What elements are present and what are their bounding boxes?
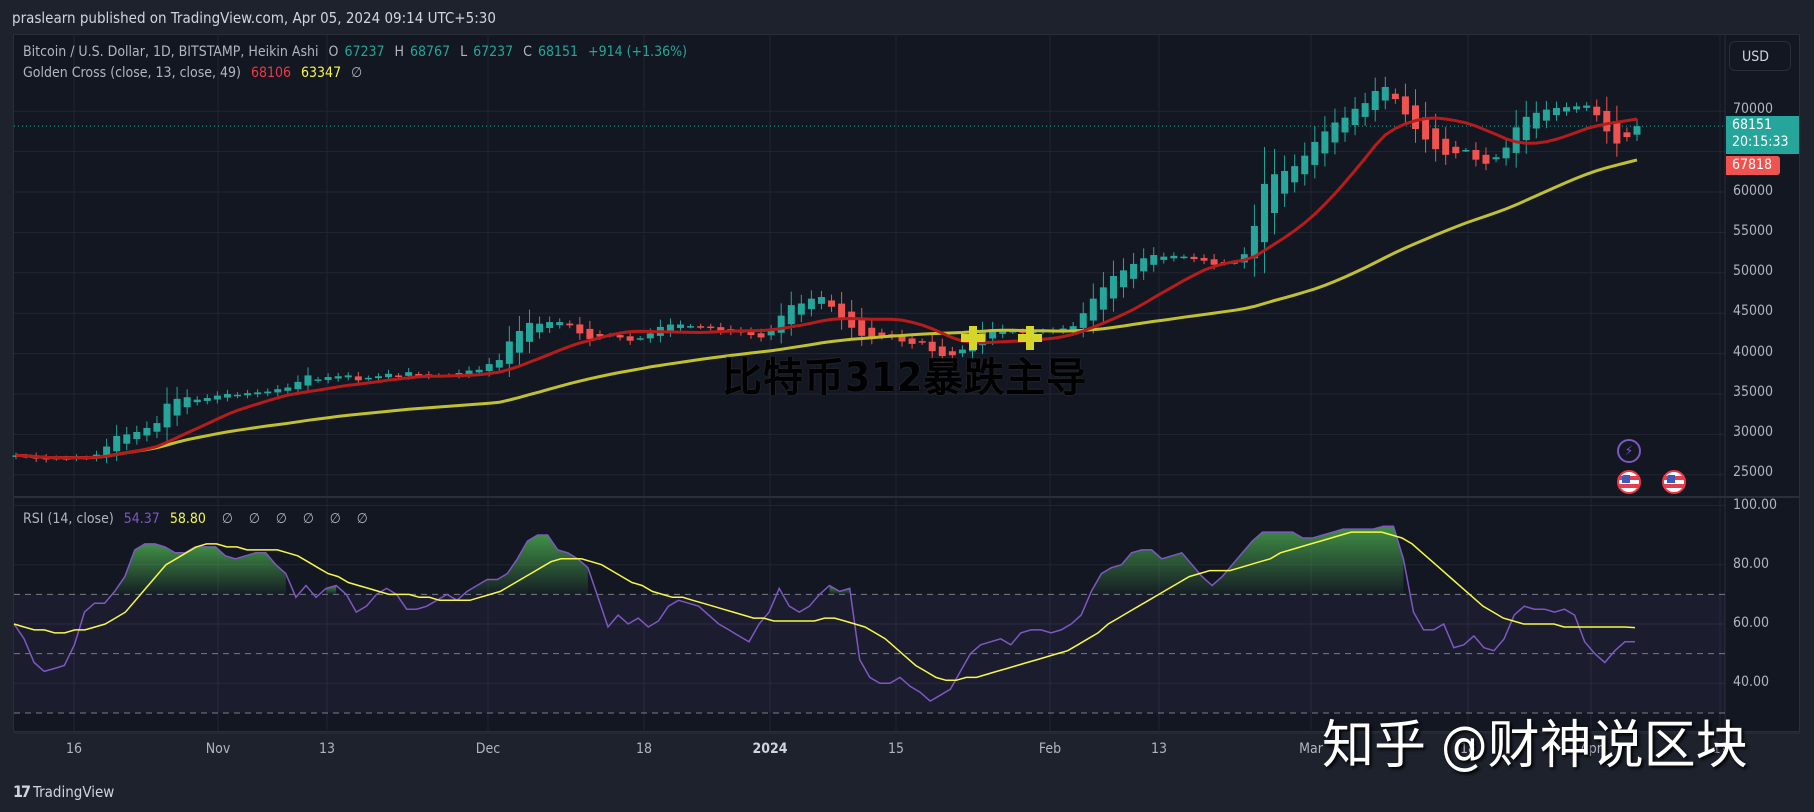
price-tick: 40000 (1733, 344, 1774, 360)
rsi-ma-value: 58.80 (169, 511, 206, 527)
watermark: 知乎 @财神说区块 (1322, 716, 1748, 776)
price-tick: 45000 (1733, 303, 1774, 319)
time-tick: Apr (1580, 741, 1602, 757)
time-tick: 13 (1150, 741, 1168, 757)
publish-line: praslearn published on TradingView.com, … (12, 9, 496, 27)
overlay-title: 比特币312暴跌主导 (722, 355, 1088, 401)
symbol-legend: Bitcoin / U.S. Dollar, 1D, BITSTAMP, Hei… (23, 44, 693, 60)
price-change: +914 (+1.36%) (588, 44, 688, 60)
empty-value-icon: ∅ (356, 511, 368, 527)
empty-value-icon: ∅ (248, 511, 260, 527)
empty-value-icon: ∅ (351, 65, 363, 81)
price-tick: 55000 (1733, 223, 1774, 239)
rsi-tick: 100.00 (1733, 497, 1778, 513)
fast-ma-value: 68106 (250, 65, 292, 81)
empty-value-icon: ∅ (275, 511, 287, 527)
tradingview-mark-icon: 17 (13, 782, 31, 801)
time-tick: Feb (1038, 741, 1062, 757)
slow-ma-value: 63347 (301, 65, 342, 81)
last-price: 68151 (1732, 117, 1773, 133)
time-tick-year: 2024 (752, 741, 788, 757)
rsi-title[interactable]: RSI (14, close) (23, 511, 114, 527)
empty-value-icon: ∅ (302, 511, 314, 527)
time-tick: 13 (318, 741, 336, 757)
time-tick: 16 (65, 741, 83, 757)
indicator-title[interactable]: Golden Cross (close, 13, close, 49) (23, 65, 241, 81)
time-tick: Nov (205, 741, 231, 757)
price-tick: 35000 (1733, 384, 1774, 400)
ohlc-open: O 67237 (328, 44, 385, 60)
time-tick: 1? (1712, 741, 1728, 757)
rsi-value: 54.37 (123, 511, 160, 527)
bar-countdown: 20:15:33 (1732, 134, 1789, 150)
ohlc-low: L 67237 (460, 44, 514, 60)
tradingview-name: TradingView (33, 782, 115, 801)
rsi-legend: RSI (14, close) 54.37 58.80 ∅ ∅ ∅ ∅ ∅ ∅ (23, 511, 374, 527)
ohlc-close: C 68151 (523, 44, 579, 60)
time-tick: Dec (475, 741, 501, 757)
time-tick: 18 (635, 741, 653, 757)
fast-ma-price-tag: 67818 (1726, 156, 1780, 175)
rsi-tick: 80.00 (1733, 556, 1770, 572)
time-tick: 15 (887, 741, 905, 757)
symbol-title[interactable]: Bitcoin / U.S. Dollar, 1D, BITSTAMP, Hei… (23, 44, 319, 60)
time-tick: Mar (1299, 741, 1323, 757)
us-flag-event-icon[interactable] (1662, 470, 1686, 494)
us-flag-event-icon[interactable] (1617, 470, 1641, 494)
price-tick: 30000 (1733, 424, 1774, 440)
price-tick: 70000 (1733, 101, 1774, 117)
empty-value-icon: ∅ (221, 511, 233, 527)
ohlc-high: H 68767 (394, 44, 451, 60)
indicator-legend: Golden Cross (close, 13, close, 49) 6810… (23, 65, 368, 81)
currency-button[interactable]: USD (1729, 41, 1791, 71)
last-price-tag: 68151 20:15:33 (1726, 116, 1799, 154)
lightning-event-icon[interactable]: ⚡ (1617, 439, 1641, 463)
rsi-tick: 60.00 (1733, 615, 1770, 631)
time-tick: 18 (1459, 741, 1477, 757)
tradingview-logo[interactable]: 17 TradingView (13, 782, 114, 801)
price-tick: 25000 (1733, 464, 1774, 480)
empty-value-icon: ∅ (329, 511, 341, 527)
rsi-tick: 40.00 (1733, 674, 1770, 690)
price-tick: 50000 (1733, 263, 1774, 279)
price-tick: 60000 (1733, 183, 1774, 199)
